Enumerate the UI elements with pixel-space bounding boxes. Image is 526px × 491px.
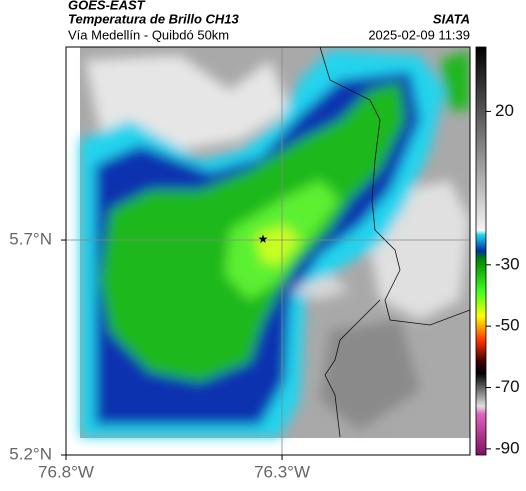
- imagery: ★: [66, 47, 470, 455]
- y-tick-label: 5.7°N: [9, 230, 52, 249]
- axes: 76.8°W 76.3°W 5.2°N 5.7°N 20 -30 -50 -70 -90: [9, 101, 519, 482]
- x-tick-label: 76.8°W: [38, 462, 94, 481]
- colorbar: [475, 46, 487, 456]
- title: Temperatura de Brillo CH13: [68, 11, 240, 26]
- timestamp: 2025-02-09 11:39: [368, 27, 470, 42]
- colorbar-tick-label: -30: [495, 254, 520, 273]
- y-tick-label: 5.2°N: [9, 444, 52, 463]
- source: GOES-EAST: [68, 0, 146, 12]
- brand: SIATA: [433, 11, 470, 26]
- colorbar-tick-label: -90: [495, 438, 520, 457]
- colorbar-tick-label: 20: [495, 101, 514, 120]
- colorbar-tick-label: -50: [495, 316, 520, 335]
- map-frame: [65, 46, 471, 456]
- subtitle: Vía Medellín - Quibdó 50km: [68, 27, 229, 42]
- colorbar-tick-label: -70: [495, 377, 520, 396]
- x-tick-label: 76.3°W: [254, 462, 310, 481]
- location-marker: ★: [258, 232, 269, 246]
